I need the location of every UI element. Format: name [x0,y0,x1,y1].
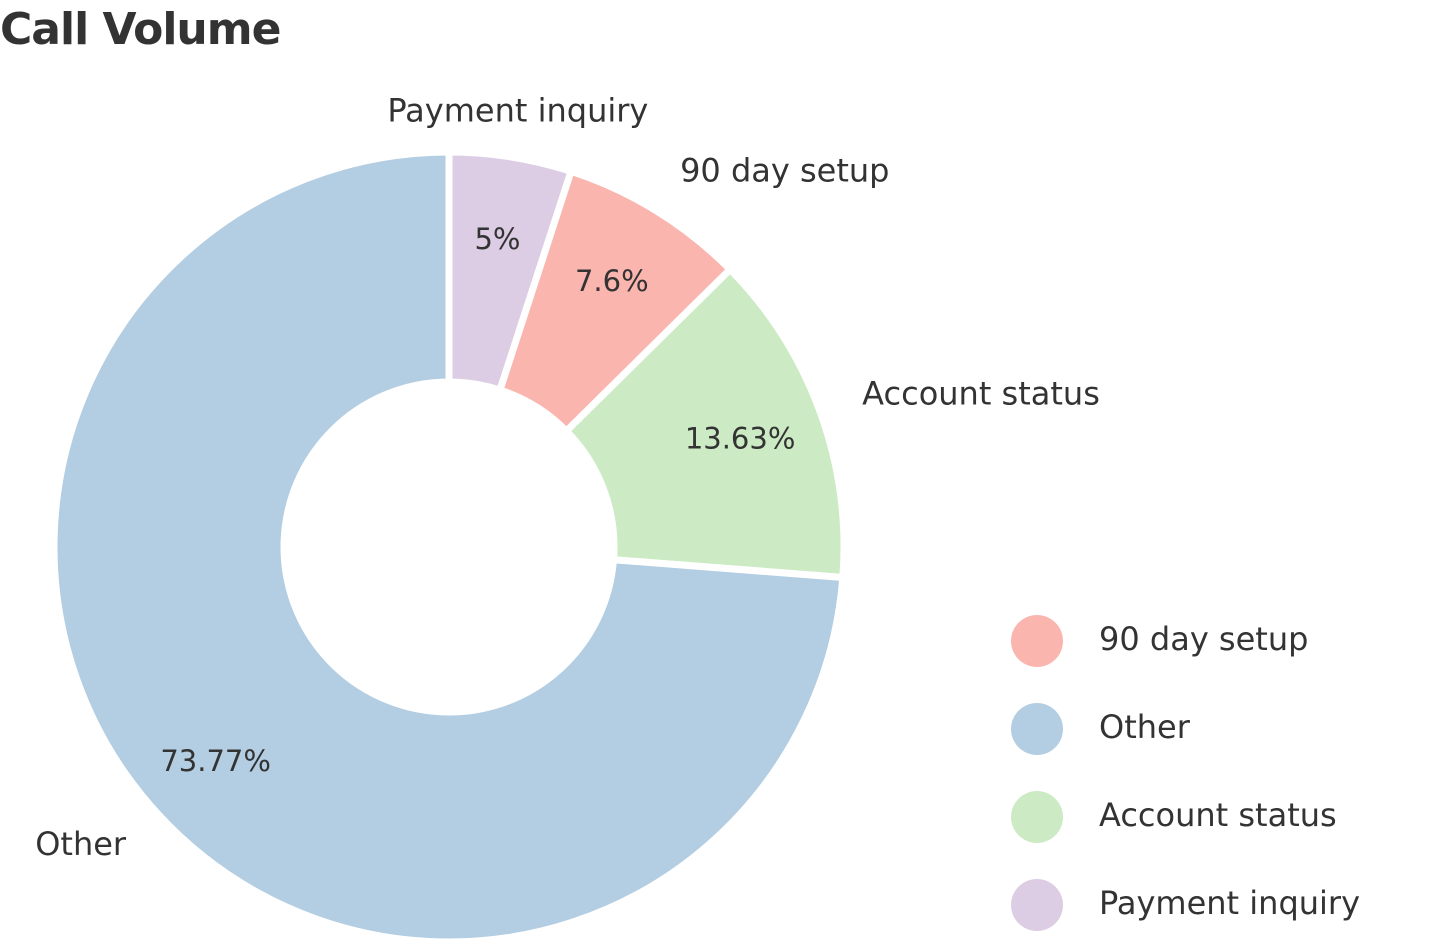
slices-layer [50,148,848,942]
legend-item-payment-inquiry[interactable]: Payment inquiry [1011,879,1360,931]
legend-swatch-90-day-setup [1011,615,1063,667]
name-label-other: Other [35,825,127,863]
legend-item-account-status[interactable]: Account status [1011,791,1337,843]
name-label-90-day-setup: 90 day setup [680,152,889,190]
legend: 90 day setup Other Account status Payment i… [1011,615,1360,931]
value-label-other: 73.77% [160,744,271,778]
legend-swatch-other [1011,703,1063,755]
name-label-payment-inquiry: Payment inquiry [387,91,648,129]
legend-label-other: Other [1099,708,1191,746]
value-label-payment-inquiry: 5% [474,222,520,256]
value-label-account-status: 13.63% [685,421,796,455]
legend-item-90-day-setup[interactable]: 90 day setup [1011,615,1308,667]
legend-swatch-payment-inquiry [1011,879,1063,931]
legend-swatch-account-status [1011,791,1063,843]
name-label-account-status: Account status [862,375,1100,413]
name-labels-layer: Payment inquiry 90 day setup Account statu… [35,91,1100,862]
value-labels-layer: 5% 7.6% 13.63% 73.77% [160,222,795,778]
legend-label-account-status: Account status [1099,796,1337,834]
legend-label-payment-inquiry: Payment inquiry [1099,884,1360,922]
value-label-90-day-setup: 7.6% [575,264,649,298]
chart-title: Call Volume [0,4,281,55]
slice-other[interactable] [50,148,847,942]
legend-label-90-day-setup: 90 day setup [1099,620,1308,658]
slice-account-status[interactable] [562,265,848,581]
legend-item-other[interactable]: Other [1011,703,1191,755]
